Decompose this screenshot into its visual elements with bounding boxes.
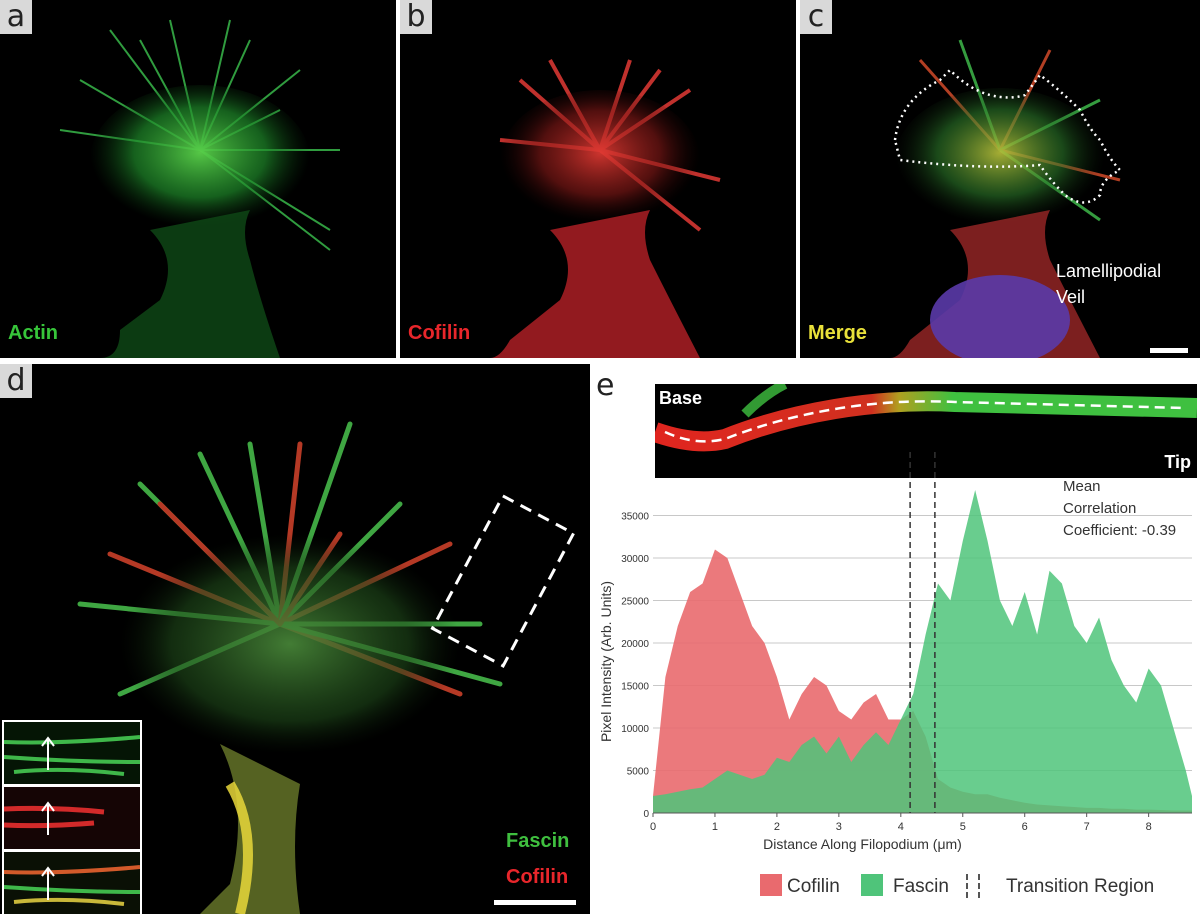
corr-line1: Mean [1063, 478, 1101, 495]
merge-channel-label: Merge [808, 322, 867, 344]
merge-micrograph [890, 39, 1123, 358]
y-tick-label: 5000 [627, 767, 650, 778]
panel-label-b: b [400, 0, 432, 34]
panel-label-d: d [0, 364, 32, 398]
inset-cofilin [2, 785, 142, 851]
scale-bar-d [494, 900, 576, 905]
x-axis-label: Distance Along Filopodium (μm) [763, 836, 962, 852]
y-axis-label: Pixel Intensity (Arb. Units) [598, 581, 614, 742]
veil-label-line1: Lamellipodial [1056, 261, 1162, 281]
filopodium-strip: Base Tip [655, 384, 1197, 478]
y-tick-label: 20000 [621, 639, 649, 650]
panel-label-a: a [0, 0, 32, 34]
correlation-annotation: Mean Correlation Coefficient: -0.39 [1063, 476, 1176, 542]
x-tick-label: 4 [898, 821, 904, 833]
x-tick-label: 5 [960, 821, 966, 833]
y-tick-label: 25000 [621, 597, 649, 608]
roi-box [430, 493, 576, 668]
tip-label: Tip [1164, 452, 1191, 472]
y-tick-label: 30000 [621, 554, 649, 565]
x-tick-label: 8 [1146, 821, 1152, 833]
inset-merge [2, 850, 142, 914]
corr-line2: Correlation [1063, 500, 1137, 517]
x-tick-label: 0 [650, 821, 656, 833]
y-tick-label: 15000 [621, 682, 649, 693]
panel-b-cofilin-image: b Cofilin [400, 0, 796, 358]
x-tick-label: 6 [1022, 821, 1028, 833]
fascin-cofilin-micrograph [77, 421, 576, 914]
veil-outline [893, 68, 1123, 204]
panel-label-e: e [596, 368, 615, 403]
legend-transition-dashes [966, 874, 980, 898]
x-tick-label: 2 [774, 821, 780, 833]
y-tick-label: 10000 [621, 724, 649, 735]
corr-line3: Coefficient: -0.39 [1063, 522, 1177, 539]
lamellipodial-veil-label: Lamellipodial Veil [1056, 258, 1161, 310]
legend-label-transition: Transition Region [1006, 876, 1155, 897]
legend-dash-gap [970, 874, 976, 898]
x-tick-label: 7 [1084, 821, 1090, 833]
panel-d-fascin-cofilin-image: d Fascin Cofilin [0, 364, 590, 914]
panel-a-actin-image: a Actin [0, 0, 396, 358]
legend-swatch-cofilin [760, 874, 782, 896]
legend-label-cofilin: Cofilin [787, 876, 840, 897]
scale-bar-c [1150, 348, 1188, 353]
x-tick-label: 3 [836, 821, 842, 833]
cofilin-micrograph [490, 59, 721, 358]
actin-micrograph [59, 19, 340, 358]
actin-channel-label: Actin [8, 322, 58, 344]
area-cofilin [653, 549, 1192, 813]
legend-swatch-fascin [861, 874, 883, 896]
inset-fascin [2, 720, 142, 786]
cofilin-channel-label-d: Cofilin [506, 866, 569, 888]
x-tick-label: 1 [712, 821, 718, 833]
base-label: Base [659, 388, 703, 408]
y-tick-label: 35000 [621, 512, 649, 523]
panel-c-merge-image: c Merge Lamellipodial Veil [800, 0, 1200, 358]
veil-label-line2: Veil [1056, 287, 1086, 307]
y-tick-label: 0 [643, 809, 649, 820]
cofilin-channel-label: Cofilin [408, 322, 471, 344]
legend-label-fascin: Fascin [893, 876, 949, 897]
fascin-channel-label: Fascin [506, 830, 570, 852]
panel-label-c: c [800, 0, 832, 34]
